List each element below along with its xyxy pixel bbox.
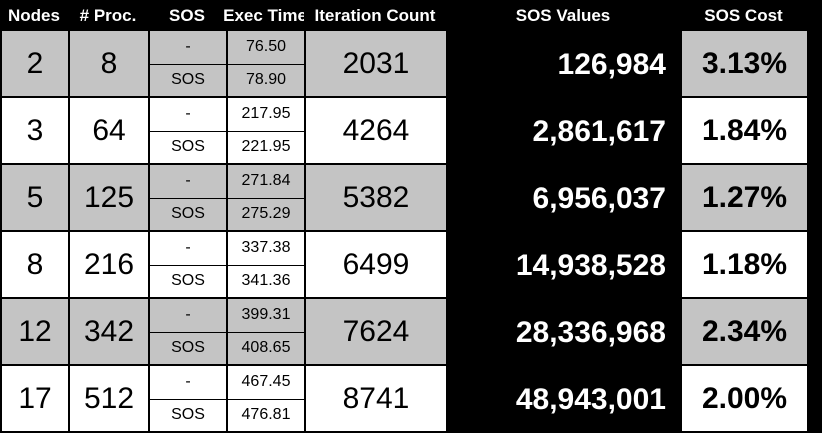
header-exec-time: Exec Time (223, 0, 307, 31)
sos-values-cell: 2,861,617 (446, 98, 680, 165)
header-proc: # Proc. (68, 0, 148, 31)
sos-flag-cell: SOS (148, 399, 226, 433)
exec-time-cell: 78.90 (226, 64, 304, 98)
sos-flag-cell: SOS (148, 64, 226, 98)
sos-flag-cell: - (148, 31, 226, 65)
header-nodes: Nodes (0, 0, 68, 31)
sos-cost-cell: 1.27% (680, 165, 807, 232)
proc-cell: 216 (68, 232, 148, 299)
header-sos-values: SOS Values (446, 0, 680, 31)
sos-flag-cell: - (148, 98, 226, 132)
iteration-count-cell: 4264 (304, 98, 446, 165)
sos-cost-cell: 2.00% (680, 366, 807, 433)
nodes-cell: 17 (0, 366, 68, 433)
exec-time-cell: 467.45 (226, 366, 304, 400)
header-iteration-count: Iteration Count (304, 0, 446, 31)
exec-time-cell: 275.29 (226, 198, 304, 232)
sos-flag-cell: - (148, 299, 226, 333)
exec-time-cell: 399.31 (226, 299, 304, 333)
sos-cost-cell: 1.84% (680, 98, 807, 165)
iteration-count-cell: 6499 (304, 232, 446, 299)
iteration-count-cell: 7624 (304, 299, 446, 366)
exec-time-cell: 271.84 (226, 165, 304, 199)
exec-time-cell: 476.81 (226, 399, 304, 433)
nodes-cell: 3 (0, 98, 68, 165)
exec-time-cell: 408.65 (226, 332, 304, 366)
sos-cost-cell: 3.13% (680, 31, 807, 98)
sos-flag-cell: SOS (148, 332, 226, 366)
exec-time-cell: 76.50 (226, 31, 304, 65)
sos-flag-cell: - (148, 366, 226, 400)
sos-flag-cell: SOS (148, 265, 226, 299)
proc-cell: 512 (68, 366, 148, 433)
exec-time-cell: 217.95 (226, 98, 304, 132)
sos-cost-cell: 1.18% (680, 232, 807, 299)
proc-cell: 64 (68, 98, 148, 165)
iteration-count-cell: 5382 (304, 165, 446, 232)
sos-cost-cell: 2.34% (680, 299, 807, 366)
sos-values-cell: 28,336,968 (446, 299, 680, 366)
nodes-cell: 12 (0, 299, 68, 366)
proc-cell: 8 (68, 31, 148, 98)
iteration-count-cell: 8741 (304, 366, 446, 433)
sos-values-cell: 6,956,037 (446, 165, 680, 232)
header-sos: SOS (148, 0, 226, 31)
nodes-cell: 8 (0, 232, 68, 299)
exec-time-cell: 337.38 (226, 232, 304, 266)
nodes-cell: 5 (0, 165, 68, 232)
sos-flag-cell: - (148, 232, 226, 266)
header-sos-cost: SOS Cost (680, 0, 807, 31)
sos-values-cell: 126,984 (446, 31, 680, 98)
nodes-cell: 2 (0, 31, 68, 98)
sos-flag-cell: - (148, 165, 226, 199)
exec-time-cell: 341.36 (226, 265, 304, 299)
sos-values-cell: 14,938,528 (446, 232, 680, 299)
proc-cell: 342 (68, 299, 148, 366)
sos-flag-cell: SOS (148, 131, 226, 165)
exec-time-cell: 221.95 (226, 131, 304, 165)
proc-cell: 125 (68, 165, 148, 232)
iteration-count-cell: 2031 (304, 31, 446, 98)
sos-values-cell: 48,943,001 (446, 366, 680, 433)
sos-flag-cell: SOS (148, 198, 226, 232)
